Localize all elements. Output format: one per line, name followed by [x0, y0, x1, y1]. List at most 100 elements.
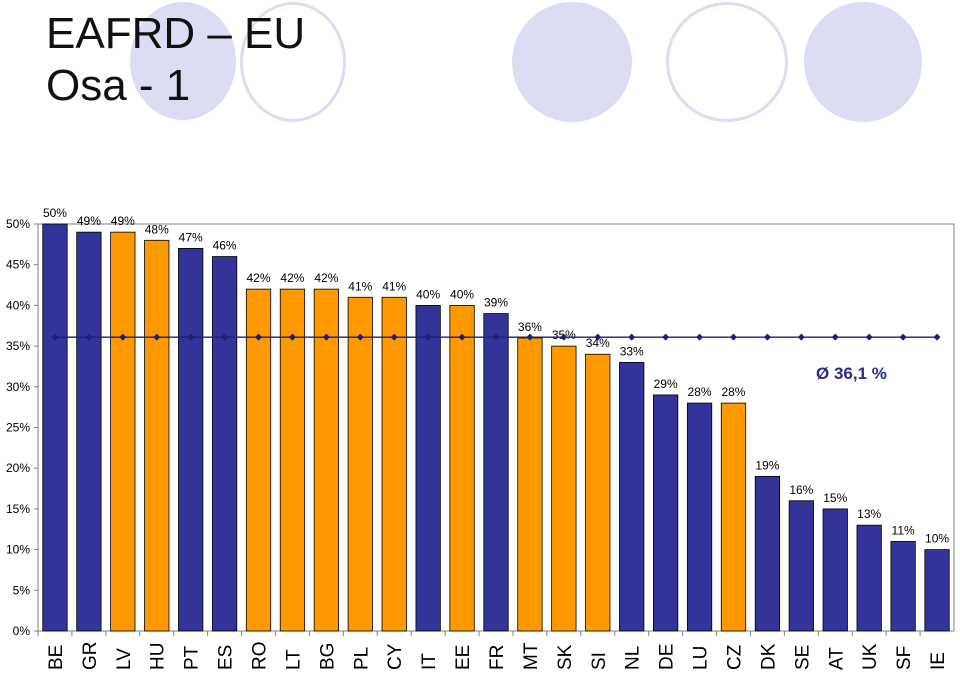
average-marker	[424, 333, 432, 341]
decor-circle-outline-1	[240, 2, 346, 122]
data-label: 48%	[145, 222, 169, 236]
y-tick-label: 35%	[6, 339, 30, 353]
y-tick-label: 15%	[6, 502, 30, 516]
data-label: 36%	[518, 320, 542, 334]
average-marker	[628, 333, 636, 341]
data-label: 47%	[179, 230, 203, 244]
category-label: SI	[589, 652, 610, 670]
average-marker	[560, 333, 568, 341]
bar-ro	[245, 288, 272, 632]
category-label: BE	[46, 645, 67, 670]
category-label: DE	[657, 644, 678, 670]
average-marker	[187, 333, 195, 341]
data-label: 40%	[416, 287, 440, 301]
bar-lt	[279, 288, 306, 632]
y-tick-label: 50%	[6, 217, 30, 231]
data-label: 16%	[789, 483, 813, 497]
category-label: RO	[250, 642, 271, 671]
average-marker	[221, 333, 229, 341]
average-marker	[933, 333, 941, 341]
decor-circle-outline-2	[666, 2, 788, 122]
bar-lu	[686, 402, 713, 632]
category-label: SF	[894, 646, 915, 670]
title-line-1: EAFRD – EU	[46, 9, 306, 58]
average-marker	[526, 333, 534, 341]
category-label: CY	[385, 643, 406, 670]
y-tick-label: 10%	[6, 543, 30, 557]
average-marker	[458, 333, 466, 341]
bar-uk	[856, 524, 882, 632]
category-label: IE	[928, 652, 949, 670]
bar-sk	[551, 345, 577, 632]
average-marker	[797, 333, 805, 341]
bar-es	[211, 256, 238, 632]
bar-lv	[110, 231, 136, 632]
bar-pt	[178, 248, 204, 632]
y-tick-label: 0%	[13, 624, 31, 638]
average-marker	[51, 333, 59, 341]
category-label: FR	[487, 645, 508, 670]
average-marker	[322, 333, 330, 341]
data-label: 28%	[721, 385, 745, 399]
decor-circle-filled-2	[512, 2, 632, 122]
category-label: UK	[860, 643, 881, 670]
bar-ie	[924, 549, 950, 632]
bar-it	[415, 304, 441, 632]
data-label: 46%	[213, 239, 237, 253]
average-marker	[356, 333, 364, 341]
bar-mt	[517, 337, 543, 632]
y-tick-label: 40%	[6, 298, 30, 312]
average-marker	[594, 333, 602, 341]
category-label: PL	[351, 647, 372, 670]
bar-cz	[720, 402, 747, 632]
bar-si	[585, 353, 611, 632]
data-label: 41%	[382, 279, 406, 293]
average-marker	[729, 333, 737, 341]
category-label: LT	[283, 649, 304, 670]
category-label: SK	[555, 644, 576, 670]
bar-dk	[754, 475, 781, 632]
average-marker	[763, 333, 771, 341]
bar-be	[42, 223, 68, 632]
category-label: NL	[623, 646, 644, 670]
data-label: 34%	[586, 336, 610, 350]
bar-fr	[483, 313, 509, 632]
data-label: 19%	[755, 458, 779, 472]
data-label: 15%	[823, 491, 847, 505]
data-label: 28%	[688, 385, 712, 399]
average-marker	[255, 333, 263, 341]
bar-nl	[619, 361, 645, 632]
data-label: 13%	[857, 507, 881, 521]
bar-at	[822, 508, 848, 632]
y-tick-label: 20%	[6, 461, 30, 475]
data-label: 50%	[43, 206, 67, 220]
category-label: AT	[826, 647, 847, 670]
category-label: PT	[182, 645, 203, 670]
bar-cy	[381, 296, 407, 632]
average-marker	[85, 333, 93, 341]
category-label: SE	[792, 645, 813, 670]
data-label: 11%	[892, 523, 915, 537]
category-label: EE	[453, 645, 474, 670]
average-marker	[153, 333, 161, 341]
title-line-2: Osa - 1	[46, 61, 191, 110]
average-marker	[492, 333, 500, 341]
bar-sf	[890, 541, 916, 632]
average-marker	[288, 333, 296, 341]
y-tick-label: 25%	[6, 421, 30, 435]
average-marker	[831, 333, 839, 341]
data-label: 42%	[247, 271, 271, 285]
page-title: EAFRD – EU Osa - 1	[46, 8, 305, 112]
data-label: 42%	[280, 271, 304, 285]
data-label: 49%	[111, 214, 135, 228]
category-label: MT	[521, 642, 542, 670]
data-label: 10%	[925, 532, 949, 546]
data-label: 40%	[450, 287, 474, 301]
category-label: HU	[148, 643, 169, 670]
data-label: 29%	[654, 377, 678, 391]
average-label: Ø 36,1 %	[816, 364, 887, 383]
average-marker	[899, 333, 907, 341]
bar-de	[653, 394, 679, 632]
data-label: 33%	[620, 344, 644, 358]
